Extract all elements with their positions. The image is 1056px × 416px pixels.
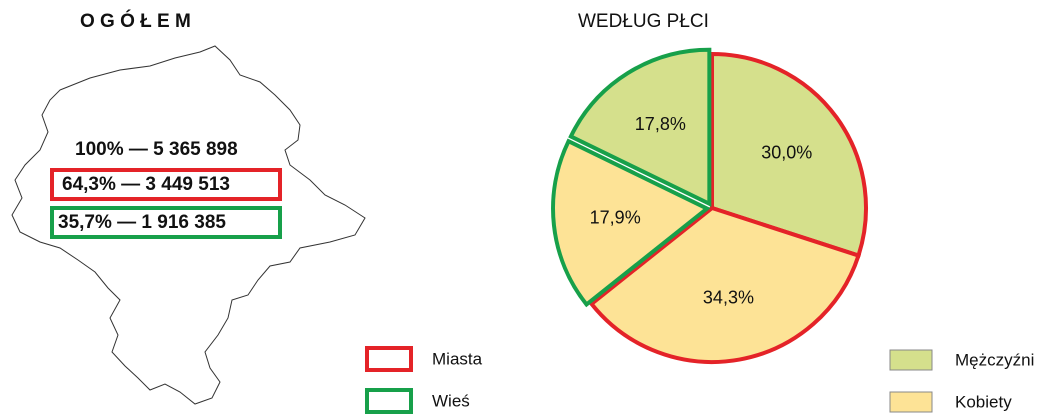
slice-label: 34,3%: [703, 288, 754, 308]
urban-box: [50, 168, 282, 201]
legend-label: Kobiety: [955, 392, 1012, 411]
pie-slice: [551, 138, 711, 308]
pie-slice: [588, 205, 861, 364]
overview-total: 100% — 5 365 898: [75, 139, 238, 160]
slice-label: 17,9%: [590, 207, 641, 227]
chart-title: WEDŁUG PŁCI: [578, 11, 709, 32]
legend-label: Mężczyźni: [955, 350, 1034, 369]
slice-label: 17,8%: [635, 114, 686, 134]
legend-swatch: [365, 346, 413, 372]
overview-title: O G Ó Ł E M: [80, 10, 191, 32]
pie-slice: [710, 51, 868, 259]
pie-slice: [568, 47, 712, 207]
rural-box: [50, 206, 282, 239]
legend-swatch: [889, 391, 933, 413]
legend-label: Miasta: [432, 349, 483, 368]
overview-urban: 64,3% — 3 449 513: [62, 174, 230, 195]
legend-swatch: [889, 349, 933, 371]
legend-swatch: [365, 388, 413, 414]
slice-label: 30,0%: [761, 142, 812, 162]
region-map-outline: [11, 45, 366, 405]
overview-rural: 35,7% — 1 916 385: [58, 212, 226, 233]
legend-label: Wieś: [432, 391, 470, 410]
